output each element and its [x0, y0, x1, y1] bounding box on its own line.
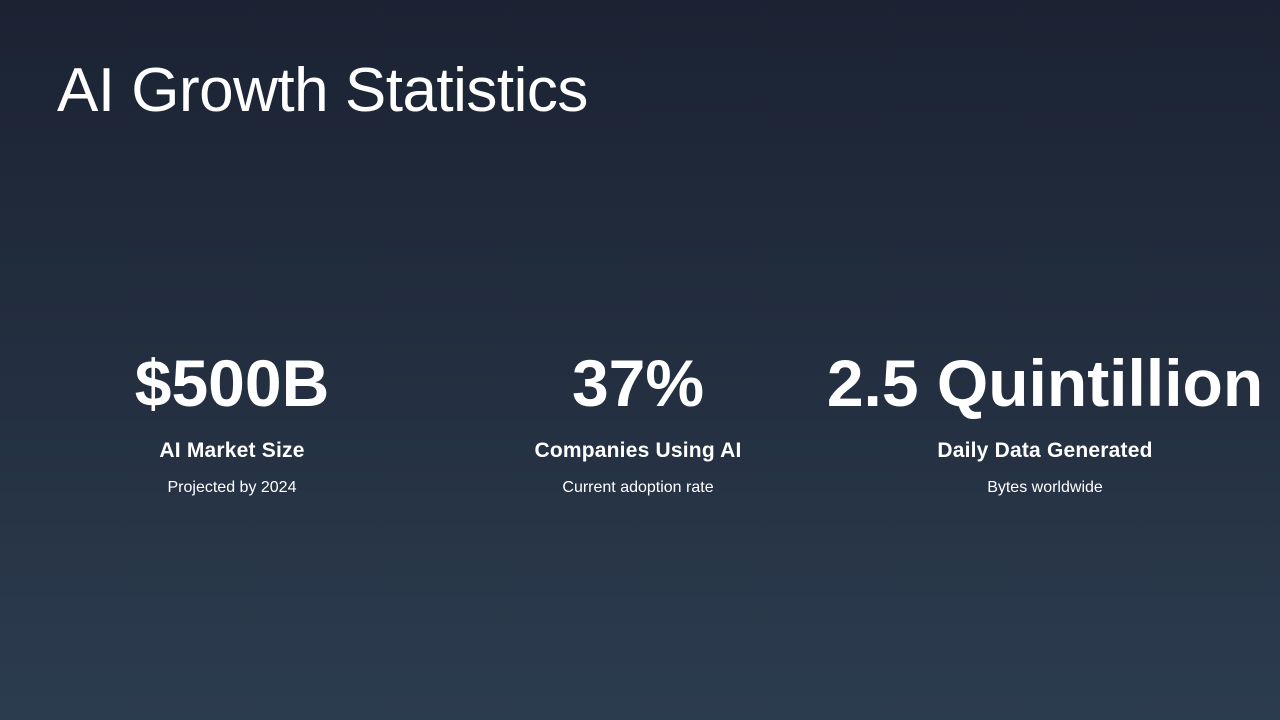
stat-subtext: Bytes worldwide — [987, 479, 1103, 496]
stat-value: $500B — [134, 346, 330, 420]
stat-label: AI Market Size — [159, 439, 305, 462]
stat-subtext: Projected by 2024 — [167, 479, 297, 496]
stat-label: Companies Using AI — [534, 439, 742, 462]
stat-card-market-size: $500B AI Market Size Projected by 2024 — [2, 345, 462, 498]
stat-subtext: Current adoption rate — [562, 479, 714, 496]
slide-title: AI Growth Statistics — [57, 56, 588, 125]
stat-label: Daily Data Generated — [937, 439, 1153, 462]
stat-card-daily-data: 2.5 Quintillion Daily Data Generated Byt… — [815, 345, 1275, 498]
stat-value: 2.5 Quintillion — [826, 346, 1264, 420]
stat-value: 37% — [571, 346, 705, 420]
stat-card-companies-using-ai: 37% Companies Using AI Current adoption … — [408, 345, 868, 498]
